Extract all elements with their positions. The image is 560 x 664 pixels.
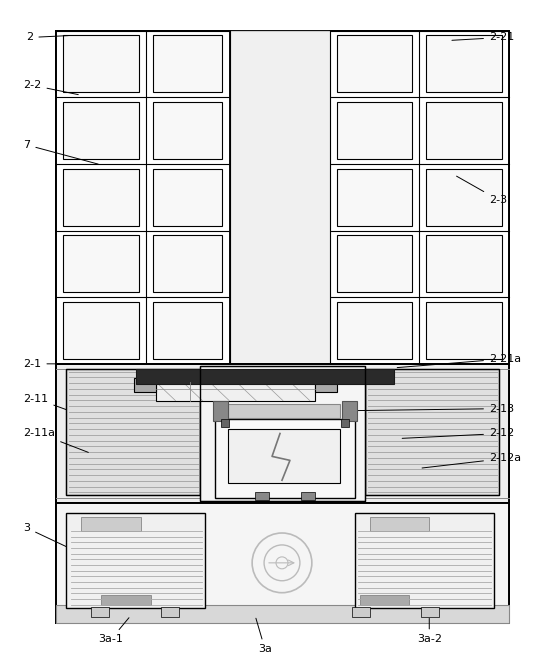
Text: 7: 7 (24, 140, 98, 164)
Bar (354, 513, 494, 608)
Bar (426, 169, 502, 226)
Bar (352, 607, 370, 617)
Text: 2-11: 2-11 (24, 394, 67, 410)
Bar (63, 236, 139, 292)
Bar (66, 369, 200, 495)
Bar (228, 428, 340, 483)
Bar (63, 169, 139, 226)
Bar (426, 35, 502, 92)
Bar (200, 366, 365, 501)
Bar (200, 366, 365, 501)
Bar (56, 364, 509, 503)
Bar (153, 35, 222, 92)
Bar (63, 302, 139, 359)
Text: 2-12a: 2-12a (422, 454, 521, 468)
Bar (315, 378, 337, 392)
Bar (56, 31, 509, 623)
Bar (342, 400, 357, 420)
Text: 3a-2: 3a-2 (417, 618, 442, 645)
Bar (370, 517, 430, 531)
Bar (156, 382, 315, 400)
Bar (337, 302, 412, 359)
Bar (63, 35, 139, 92)
Text: 3: 3 (24, 523, 67, 546)
Bar (134, 378, 156, 392)
Bar (221, 418, 229, 426)
Bar (421, 607, 439, 617)
Bar (161, 607, 179, 617)
Bar (66, 513, 206, 608)
Bar (56, 605, 509, 623)
Bar (365, 369, 499, 495)
Bar (337, 102, 412, 159)
Bar (56, 31, 230, 364)
Bar (360, 595, 409, 605)
Text: 2-21a: 2-21a (397, 354, 521, 368)
Bar (81, 517, 141, 531)
Bar (153, 236, 222, 292)
Bar (153, 302, 222, 359)
Bar (101, 595, 151, 605)
Bar (426, 236, 502, 292)
Bar (426, 102, 502, 159)
Bar (301, 492, 315, 500)
Bar (337, 169, 412, 226)
Bar (228, 404, 340, 418)
Bar (216, 418, 354, 498)
Bar (365, 369, 499, 495)
Text: 2-21: 2-21 (452, 33, 514, 42)
Bar (136, 369, 394, 384)
Text: 2: 2 (26, 33, 68, 42)
Bar (63, 102, 139, 159)
Text: 2-1: 2-1 (24, 359, 78, 369)
Text: 2-12: 2-12 (402, 428, 514, 438)
Text: 3a: 3a (256, 618, 272, 655)
Text: 2-2: 2-2 (24, 80, 78, 95)
Text: 2-3: 2-3 (456, 176, 507, 205)
Text: 2-11a: 2-11a (24, 428, 88, 452)
Bar (230, 31, 330, 364)
Bar (426, 302, 502, 359)
Bar (337, 35, 412, 92)
Bar (340, 418, 349, 426)
Bar (56, 503, 509, 623)
Bar (153, 169, 222, 226)
Bar (255, 492, 269, 500)
Bar (66, 369, 200, 495)
Text: 2-13: 2-13 (357, 404, 514, 414)
Bar (337, 236, 412, 292)
Bar (91, 607, 109, 617)
Bar (153, 102, 222, 159)
Bar (213, 400, 228, 420)
Text: 3a-1: 3a-1 (99, 618, 129, 645)
Bar (330, 31, 509, 364)
